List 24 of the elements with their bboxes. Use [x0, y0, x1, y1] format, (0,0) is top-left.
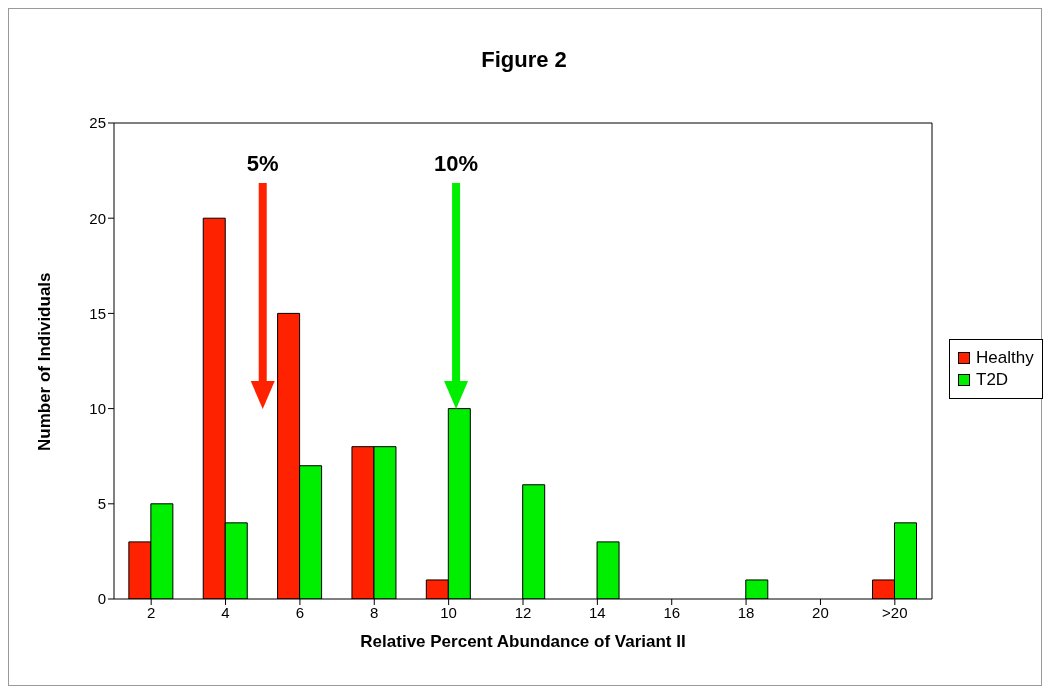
x-tick-label: 4 — [221, 603, 230, 621]
x-tick-label: 16 — [663, 603, 681, 621]
x-tick-label: 6 — [295, 603, 305, 621]
x-axis-title: Relative Percent Abundance of Variant II — [360, 632, 686, 651]
x-tick-label: 8 — [370, 603, 379, 621]
chart-title: Figure 2 — [480, 47, 568, 73]
y-tick-label: 0 — [97, 590, 106, 608]
legend-label: Healthy — [976, 348, 1034, 368]
x-tick-label: >20 — [882, 603, 908, 621]
legend-label: T2D — [976, 370, 1009, 390]
x-tick-label: 14 — [589, 603, 606, 621]
y-tick-label: 5 — [97, 495, 106, 513]
y-tick-label: 10 — [89, 399, 106, 417]
y-tick-label: 20 — [89, 209, 106, 227]
annotation: 10% — [434, 151, 479, 176]
x-tick-label: 12 — [514, 603, 532, 621]
annotation: 5% — [246, 151, 279, 176]
y-tick-label: 15 — [89, 304, 106, 322]
x-tick-label: 10 — [440, 603, 457, 621]
x-tick-label: 18 — [737, 603, 755, 621]
x-tick-label: 2 — [147, 603, 156, 621]
x-tick-label: 20 — [812, 603, 829, 621]
y-axis-title: Number of Individuals — [35, 272, 55, 451]
y-tick-label: 25 — [89, 114, 106, 132]
